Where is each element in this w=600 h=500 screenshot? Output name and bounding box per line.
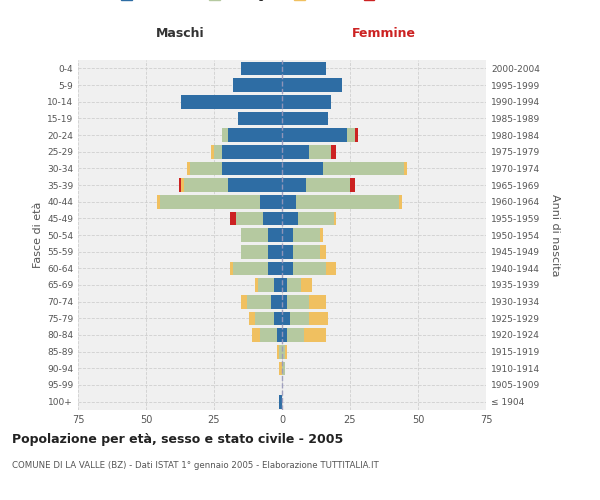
Bar: [241, 245, 268, 258]
Bar: [184, 178, 227, 192]
Bar: [296, 195, 399, 208]
Bar: [309, 295, 326, 308]
Text: Femmine: Femmine: [352, 27, 416, 40]
Bar: [222, 145, 282, 158]
Bar: [279, 395, 282, 408]
Bar: [334, 212, 337, 225]
Bar: [355, 128, 358, 142]
Bar: [227, 178, 282, 192]
Bar: [247, 295, 271, 308]
Bar: [293, 245, 320, 258]
Bar: [252, 328, 260, 342]
Bar: [293, 228, 320, 242]
Bar: [287, 328, 304, 342]
Bar: [399, 195, 401, 208]
Bar: [304, 328, 326, 342]
Bar: [227, 128, 282, 142]
Bar: [282, 328, 287, 342]
Bar: [404, 162, 407, 175]
Bar: [282, 112, 328, 125]
Bar: [282, 278, 287, 292]
Bar: [214, 145, 222, 158]
Bar: [287, 295, 309, 308]
Bar: [277, 345, 279, 358]
Bar: [301, 278, 312, 292]
Bar: [230, 262, 233, 275]
Bar: [282, 162, 323, 175]
Bar: [282, 295, 287, 308]
Bar: [282, 78, 342, 92]
Bar: [187, 162, 190, 175]
Bar: [274, 312, 282, 325]
Bar: [347, 128, 355, 142]
Text: Popolazione per età, sesso e stato civile - 2005: Popolazione per età, sesso e stato civil…: [12, 432, 343, 446]
Bar: [293, 262, 326, 275]
Bar: [309, 145, 331, 158]
Bar: [309, 312, 328, 325]
Bar: [287, 278, 301, 292]
Bar: [285, 345, 287, 358]
Bar: [307, 178, 350, 192]
Bar: [160, 195, 260, 208]
Bar: [260, 195, 282, 208]
Bar: [331, 145, 337, 158]
Bar: [179, 178, 181, 192]
Bar: [282, 145, 309, 158]
Bar: [241, 228, 268, 242]
Bar: [320, 228, 323, 242]
Bar: [282, 195, 296, 208]
Bar: [241, 295, 247, 308]
Bar: [282, 312, 290, 325]
Bar: [271, 295, 282, 308]
Bar: [279, 362, 282, 375]
Text: COMUNE DI LA VALLE (BZ) - Dati ISTAT 1° gennaio 2005 - Elaborazione TUTTITALIA.I: COMUNE DI LA VALLE (BZ) - Dati ISTAT 1° …: [12, 460, 379, 469]
Bar: [233, 262, 268, 275]
Bar: [298, 212, 334, 225]
Bar: [211, 145, 214, 158]
Bar: [263, 212, 282, 225]
Bar: [282, 95, 331, 108]
Bar: [282, 345, 285, 358]
Bar: [222, 128, 227, 142]
Bar: [277, 328, 282, 342]
Bar: [222, 162, 282, 175]
Bar: [282, 212, 298, 225]
Bar: [255, 312, 274, 325]
Bar: [282, 228, 293, 242]
Bar: [236, 212, 263, 225]
Bar: [230, 212, 236, 225]
Y-axis label: Anni di nascita: Anni di nascita: [550, 194, 560, 276]
Bar: [255, 278, 257, 292]
Bar: [282, 62, 326, 75]
Bar: [290, 312, 309, 325]
Bar: [268, 245, 282, 258]
Y-axis label: Fasce di età: Fasce di età: [33, 202, 43, 268]
Bar: [274, 278, 282, 292]
Bar: [268, 262, 282, 275]
Text: Maschi: Maschi: [155, 27, 205, 40]
Bar: [233, 78, 282, 92]
Bar: [268, 228, 282, 242]
Bar: [320, 245, 326, 258]
Bar: [350, 178, 355, 192]
Bar: [282, 128, 347, 142]
Bar: [282, 178, 307, 192]
Bar: [241, 62, 282, 75]
Bar: [257, 278, 274, 292]
Bar: [260, 328, 277, 342]
Bar: [190, 162, 222, 175]
Bar: [282, 362, 285, 375]
Bar: [250, 312, 255, 325]
Bar: [157, 195, 160, 208]
Bar: [282, 262, 293, 275]
Bar: [282, 245, 293, 258]
Bar: [326, 262, 337, 275]
Bar: [181, 95, 282, 108]
Bar: [279, 345, 282, 358]
Legend: Celibi/Nubili, Coniugati/e, Vedovi/e, Divorziati/e: Celibi/Nubili, Coniugati/e, Vedovi/e, Di…: [119, 0, 445, 2]
Bar: [323, 162, 404, 175]
Bar: [238, 112, 282, 125]
Bar: [181, 178, 184, 192]
